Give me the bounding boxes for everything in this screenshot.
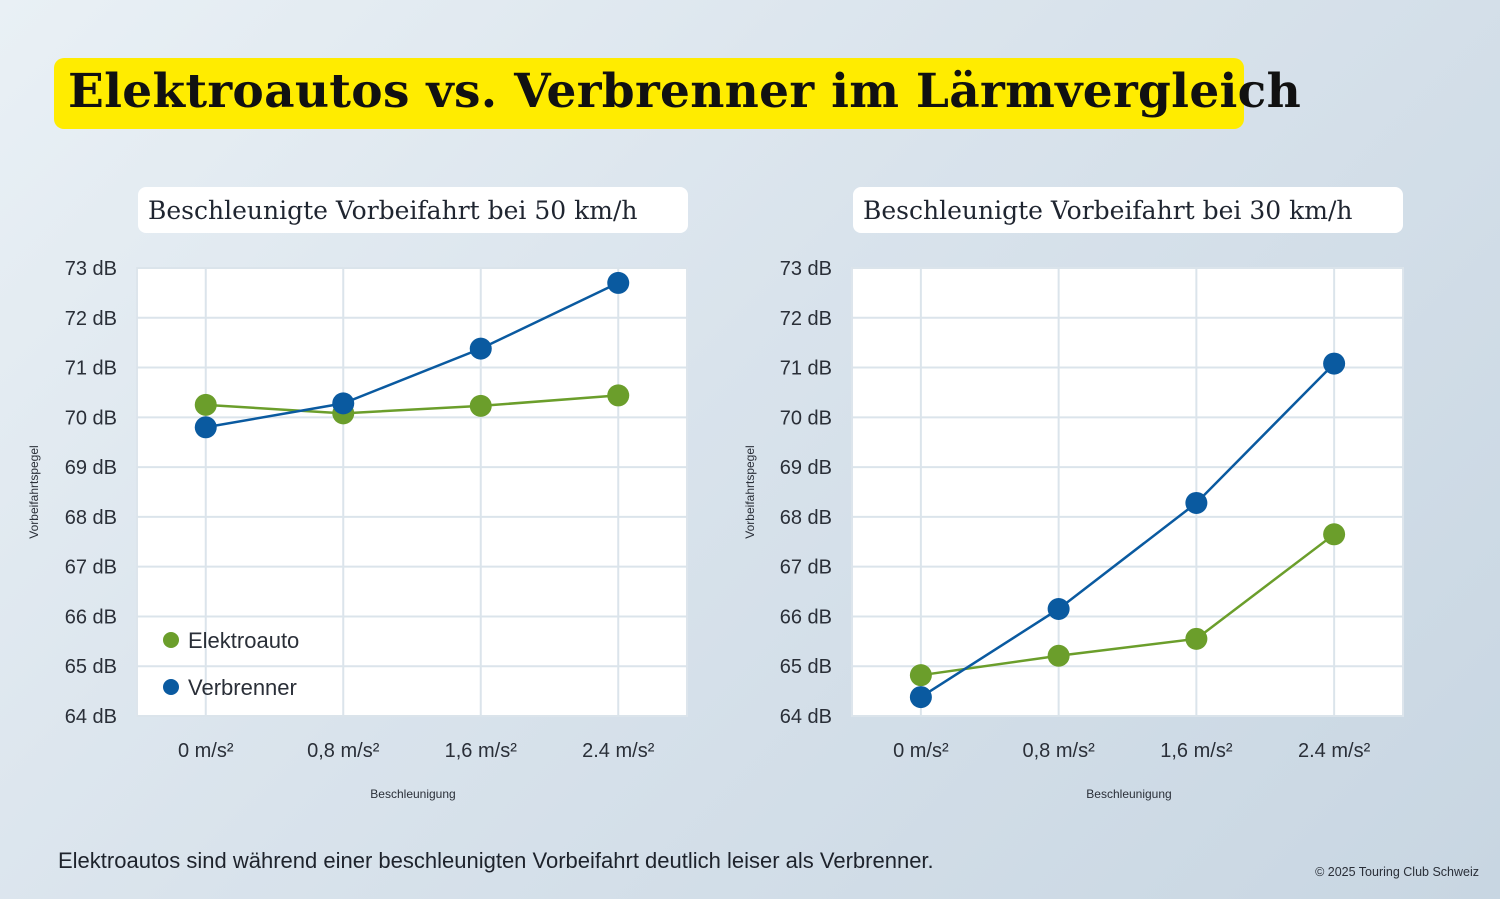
chart-2: Beschleunigte Vorbeifahrt bei 30 km/h 64 … (743, 187, 1404, 801)
x-axis-label: Beschleunigung (1086, 787, 1171, 801)
x-tick-label: 2.4 m/s² (582, 740, 655, 762)
chart-subtitle-box (853, 187, 1403, 233)
series-line-verbrenner (920, 362, 1336, 699)
data-point-verbrenner (194, 416, 217, 439)
y-tick-label: 71 dB (65, 358, 117, 380)
chart-1: Beschleunigte Vorbeifahrt bei 50 km/h 64 … (27, 187, 688, 801)
x-tick-label: 0 m/s² (178, 740, 234, 762)
y-axis-label: Vorbeifahrtspegel (743, 445, 757, 538)
y-tick-label: 69 dB (65, 457, 117, 479)
y-tick-label: 72 dB (780, 308, 832, 330)
y-tick-label: 71 dB (780, 358, 832, 380)
footer-caption: Elektroautos sind während einer beschleu… (58, 848, 934, 873)
x-tick-label: 0,8 m/s² (307, 740, 380, 762)
x-tick-label: 0,8 m/s² (1023, 740, 1096, 762)
data-point-verbrenner (607, 271, 630, 294)
series-line-elektroauto (920, 533, 1335, 677)
y-tick-label: 72 dB (65, 308, 117, 330)
data-point-verbrenner (1047, 597, 1070, 620)
series-line-verbrenner (205, 281, 619, 429)
y-tick-label: 66 dB (780, 606, 832, 628)
y-tick-label: 69 dB (780, 457, 832, 479)
chart-subtitle-box (138, 187, 688, 233)
y-tick-label: 70 dB (780, 407, 832, 429)
data-point-elektroauto (607, 384, 630, 407)
y-tick-label: 73 dB (780, 258, 832, 280)
x-axis-label: Beschleunigung (370, 787, 455, 801)
data-point-elektroauto (909, 664, 932, 687)
data-point-elektroauto (1185, 627, 1208, 650)
series-line-elektroauto (205, 394, 619, 415)
plot-area (851, 267, 1404, 717)
y-tick-label: 66 dB (65, 606, 117, 628)
title-banner: Elektroautos vs. Verbrenner im Lärmvergl… (54, 58, 1301, 129)
page-title: Elektroautos vs. Verbrenner im Lärmvergl… (68, 64, 1302, 119)
y-tick-label: 68 dB (65, 507, 117, 529)
x-tick-label: 1,6 m/s² (1160, 740, 1233, 762)
data-point-verbrenner (332, 392, 355, 415)
data-point-verbrenner (909, 686, 932, 709)
data-point-elektroauto (1323, 523, 1346, 546)
x-tick-label: 0 m/s² (893, 740, 949, 762)
legend-label-verbrenner: Verbrenner (188, 675, 297, 700)
y-tick-label: 64 dB (780, 706, 832, 728)
data-point-elektroauto (194, 393, 217, 416)
legend-marker-elektroauto (163, 632, 179, 648)
data-point-verbrenner (1323, 352, 1346, 375)
x-tick-label: 2.4 m/s² (1298, 740, 1371, 762)
y-tick-label: 67 dB (780, 557, 832, 579)
legend-marker-verbrenner (163, 679, 179, 695)
y-tick-label: 65 dB (65, 656, 117, 678)
y-axis-label: Vorbeifahrtspegel (27, 445, 41, 538)
y-tick-label: 68 dB (780, 507, 832, 529)
y-tick-label: 70 dB (65, 407, 117, 429)
data-point-verbrenner (469, 337, 492, 360)
y-tick-label: 67 dB (65, 557, 117, 579)
plot-area (136, 267, 688, 717)
y-tick-label: 65 dB (780, 656, 832, 678)
chart-subtitle: Beschleunigte Vorbeifahrt bei 50 km/h (148, 196, 638, 225)
legend-label-elektroauto: Elektroauto (188, 628, 299, 653)
copyright-notice: © 2025 Touring Club Schweiz (1315, 865, 1479, 879)
y-tick-label: 73 dB (65, 258, 117, 280)
data-point-elektroauto (469, 394, 492, 417)
chart-subtitle: Beschleunigte Vorbeifahrt bei 30 km/h (863, 196, 1353, 225)
x-tick-label: 1,6 m/s² (445, 740, 518, 762)
data-point-verbrenner (1185, 491, 1208, 514)
data-point-elektroauto (1047, 644, 1070, 667)
y-tick-label: 64 dB (65, 706, 117, 728)
